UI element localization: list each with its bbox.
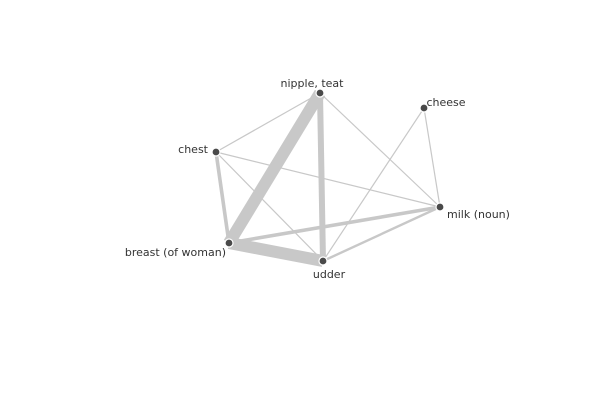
- node-label-chest: chest: [178, 143, 209, 156]
- node-label-cheese: cheese: [426, 96, 465, 109]
- edge-chest-nipple: [215, 92, 321, 153]
- node-breast[interactable]: [224, 238, 234, 248]
- edge-nipple-breast: [223, 89, 326, 247]
- edges-layer: [214, 89, 441, 267]
- labels-layer: nipple, teat cheese chest milk (noun) breast…: [125, 77, 510, 281]
- edge-chest-breast: [214, 151, 231, 244]
- node-label-breast: breast (of woman): [125, 246, 226, 259]
- node-label-nipple: nipple, teat: [281, 77, 345, 90]
- edge-cheese-udder: [322, 107, 425, 262]
- edge-udder-milk: [322, 205, 441, 263]
- edge-cheese-milk: [423, 107, 441, 208]
- edge-chest-milk: [215, 151, 441, 208]
- node-label-milk: milk (noun): [447, 208, 510, 221]
- edge-chest-udder: [215, 151, 324, 262]
- edge-nipple-udder: [317, 92, 326, 262]
- node-cheese[interactable]: [419, 103, 429, 113]
- node-udder[interactable]: [318, 256, 328, 266]
- node-chest[interactable]: [211, 147, 221, 157]
- node-nipple[interactable]: [315, 88, 325, 98]
- edge-breast-milk: [228, 205, 441, 245]
- edge-nipple-milk: [319, 92, 441, 208]
- edge-breast-udder: [227, 237, 325, 267]
- node-label-udder: udder: [313, 268, 346, 281]
- nodes-layer: [211, 88, 445, 266]
- node-milk[interactable]: [435, 202, 445, 212]
